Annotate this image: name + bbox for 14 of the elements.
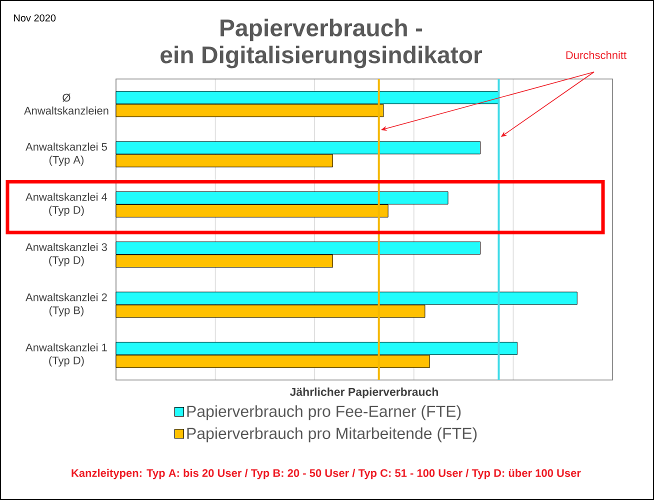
legend-label: Papierverbrauch pro Fee-Earner (FTE) [187,405,461,420]
y-tick-label: Anwaltskanzlei 4 (Typ D) [26,192,108,216]
y-tick-label: Ø Anwaltskanzleien [24,94,108,115]
y-tick-label: Anwaltskanzlei 2 (Typ B) [26,293,107,316]
y-tick-label: Anwaltskanzlei 5 (Typ A) [26,142,107,166]
legend-label: Papierverbrauch pro Mitarbeitende (FTE) [187,427,477,442]
y-tick-label: Anwaltskanzlei 3 (Typ D) [26,242,107,266]
y-tick-label: Anwaltskanzlei 1 (Typ D) [26,343,107,367]
text: Durchschnitt [566,50,626,60]
x-axis-title: Jährlicher Papierverbrauch [290,388,438,398]
chart-title: Papierverbrauch - [220,18,422,42]
text: Kanzleitypen: Typ A: bis 20 User / Typ B: 20 - 50 User / Typ C: 51 - 100 User / Typ D: über 100 User [72,468,581,480]
text: Nov 2020 [14,14,56,22]
chart-subtitle: ein Digitalisierungsindikator [160,46,482,68]
